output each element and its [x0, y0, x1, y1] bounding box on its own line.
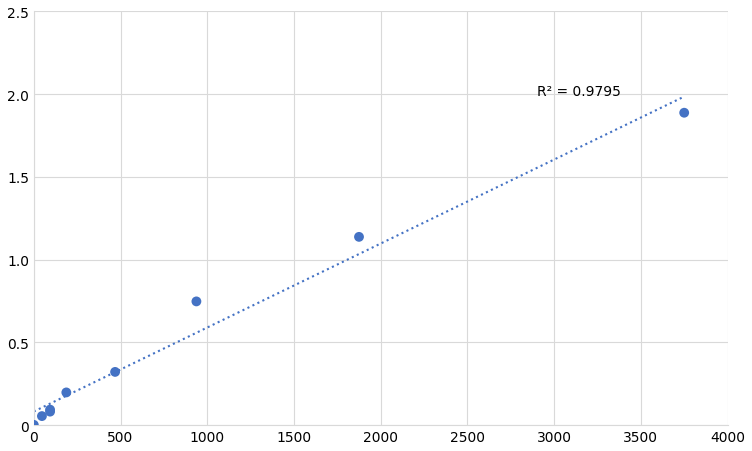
- Point: [678, 110, 690, 117]
- Point: [190, 298, 202, 305]
- Point: [28, 421, 40, 428]
- Point: [60, 389, 72, 396]
- Point: [36, 413, 48, 420]
- Point: [44, 408, 56, 415]
- Point: [44, 406, 56, 413]
- Point: [353, 234, 365, 241]
- Text: R² = 0.9795: R² = 0.9795: [537, 85, 620, 99]
- Point: [109, 368, 121, 376]
